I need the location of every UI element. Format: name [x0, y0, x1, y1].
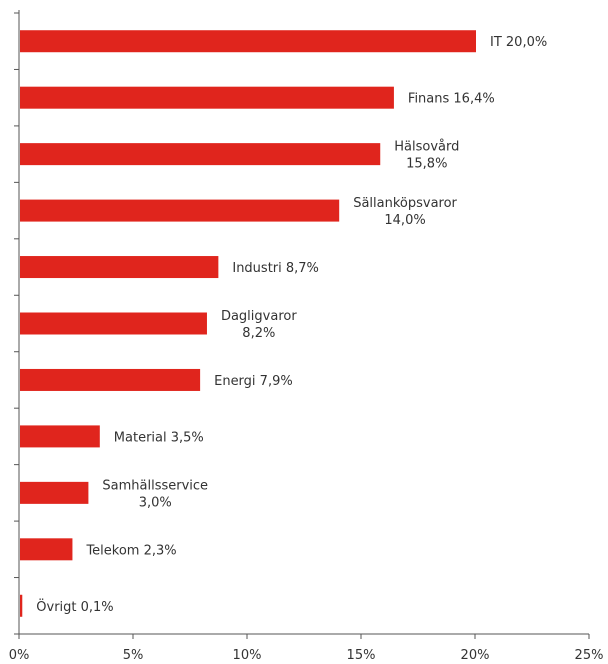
bar-dagligvaror	[20, 312, 207, 335]
bar-finans	[20, 86, 394, 109]
data-labels-group: IT 20,0% Finans 16,4% Hälsovård 15,8% Sällan…	[36, 35, 547, 615]
x-tick-label: 25%	[575, 648, 604, 663]
bars-group	[20, 30, 476, 617]
data-label-energi: Energi 7,9%	[214, 374, 293, 389]
bar-industri	[20, 256, 219, 279]
bar-sallankopsvaror	[20, 199, 340, 222]
data-label-industri: Industri 8,7%	[232, 261, 319, 276]
axes-group: 0% 5% 10% 15% 20% 25%	[9, 10, 604, 663]
bar-it	[20, 30, 476, 53]
data-label-material: Material 3,5%	[114, 430, 204, 445]
data-label-finans: Finans 16,4%	[408, 92, 495, 107]
bar-energi	[20, 368, 201, 391]
x-tick-label: 15%	[347, 648, 376, 663]
x-tick-label: 10%	[233, 648, 262, 663]
bar-halsovard	[20, 143, 381, 166]
data-label-sallankopsvaror: Sällanköpsvaror 14,0%	[353, 196, 457, 228]
bar-telekom	[20, 538, 73, 561]
data-label-dagligvaror: Dagligvaror 8,2%	[221, 309, 297, 341]
x-tick-label: 0%	[9, 648, 30, 663]
data-label-samhallsservice: Samhällsservice 3,0%	[102, 478, 208, 510]
data-label-halsovard: Hälsovård 15,8%	[394, 140, 459, 172]
bar-ovrigt	[20, 594, 23, 617]
bar-material	[20, 425, 100, 448]
x-tick-label: 20%	[461, 648, 490, 663]
bar-samhallsservice	[20, 481, 89, 504]
data-label-it: IT 20,0%	[490, 35, 547, 50]
data-label-telekom: Telekom 2,3%	[85, 543, 176, 558]
x-tick-label: 5%	[123, 648, 144, 663]
data-label-ovrigt: Övrigt 0,1%	[36, 598, 113, 615]
